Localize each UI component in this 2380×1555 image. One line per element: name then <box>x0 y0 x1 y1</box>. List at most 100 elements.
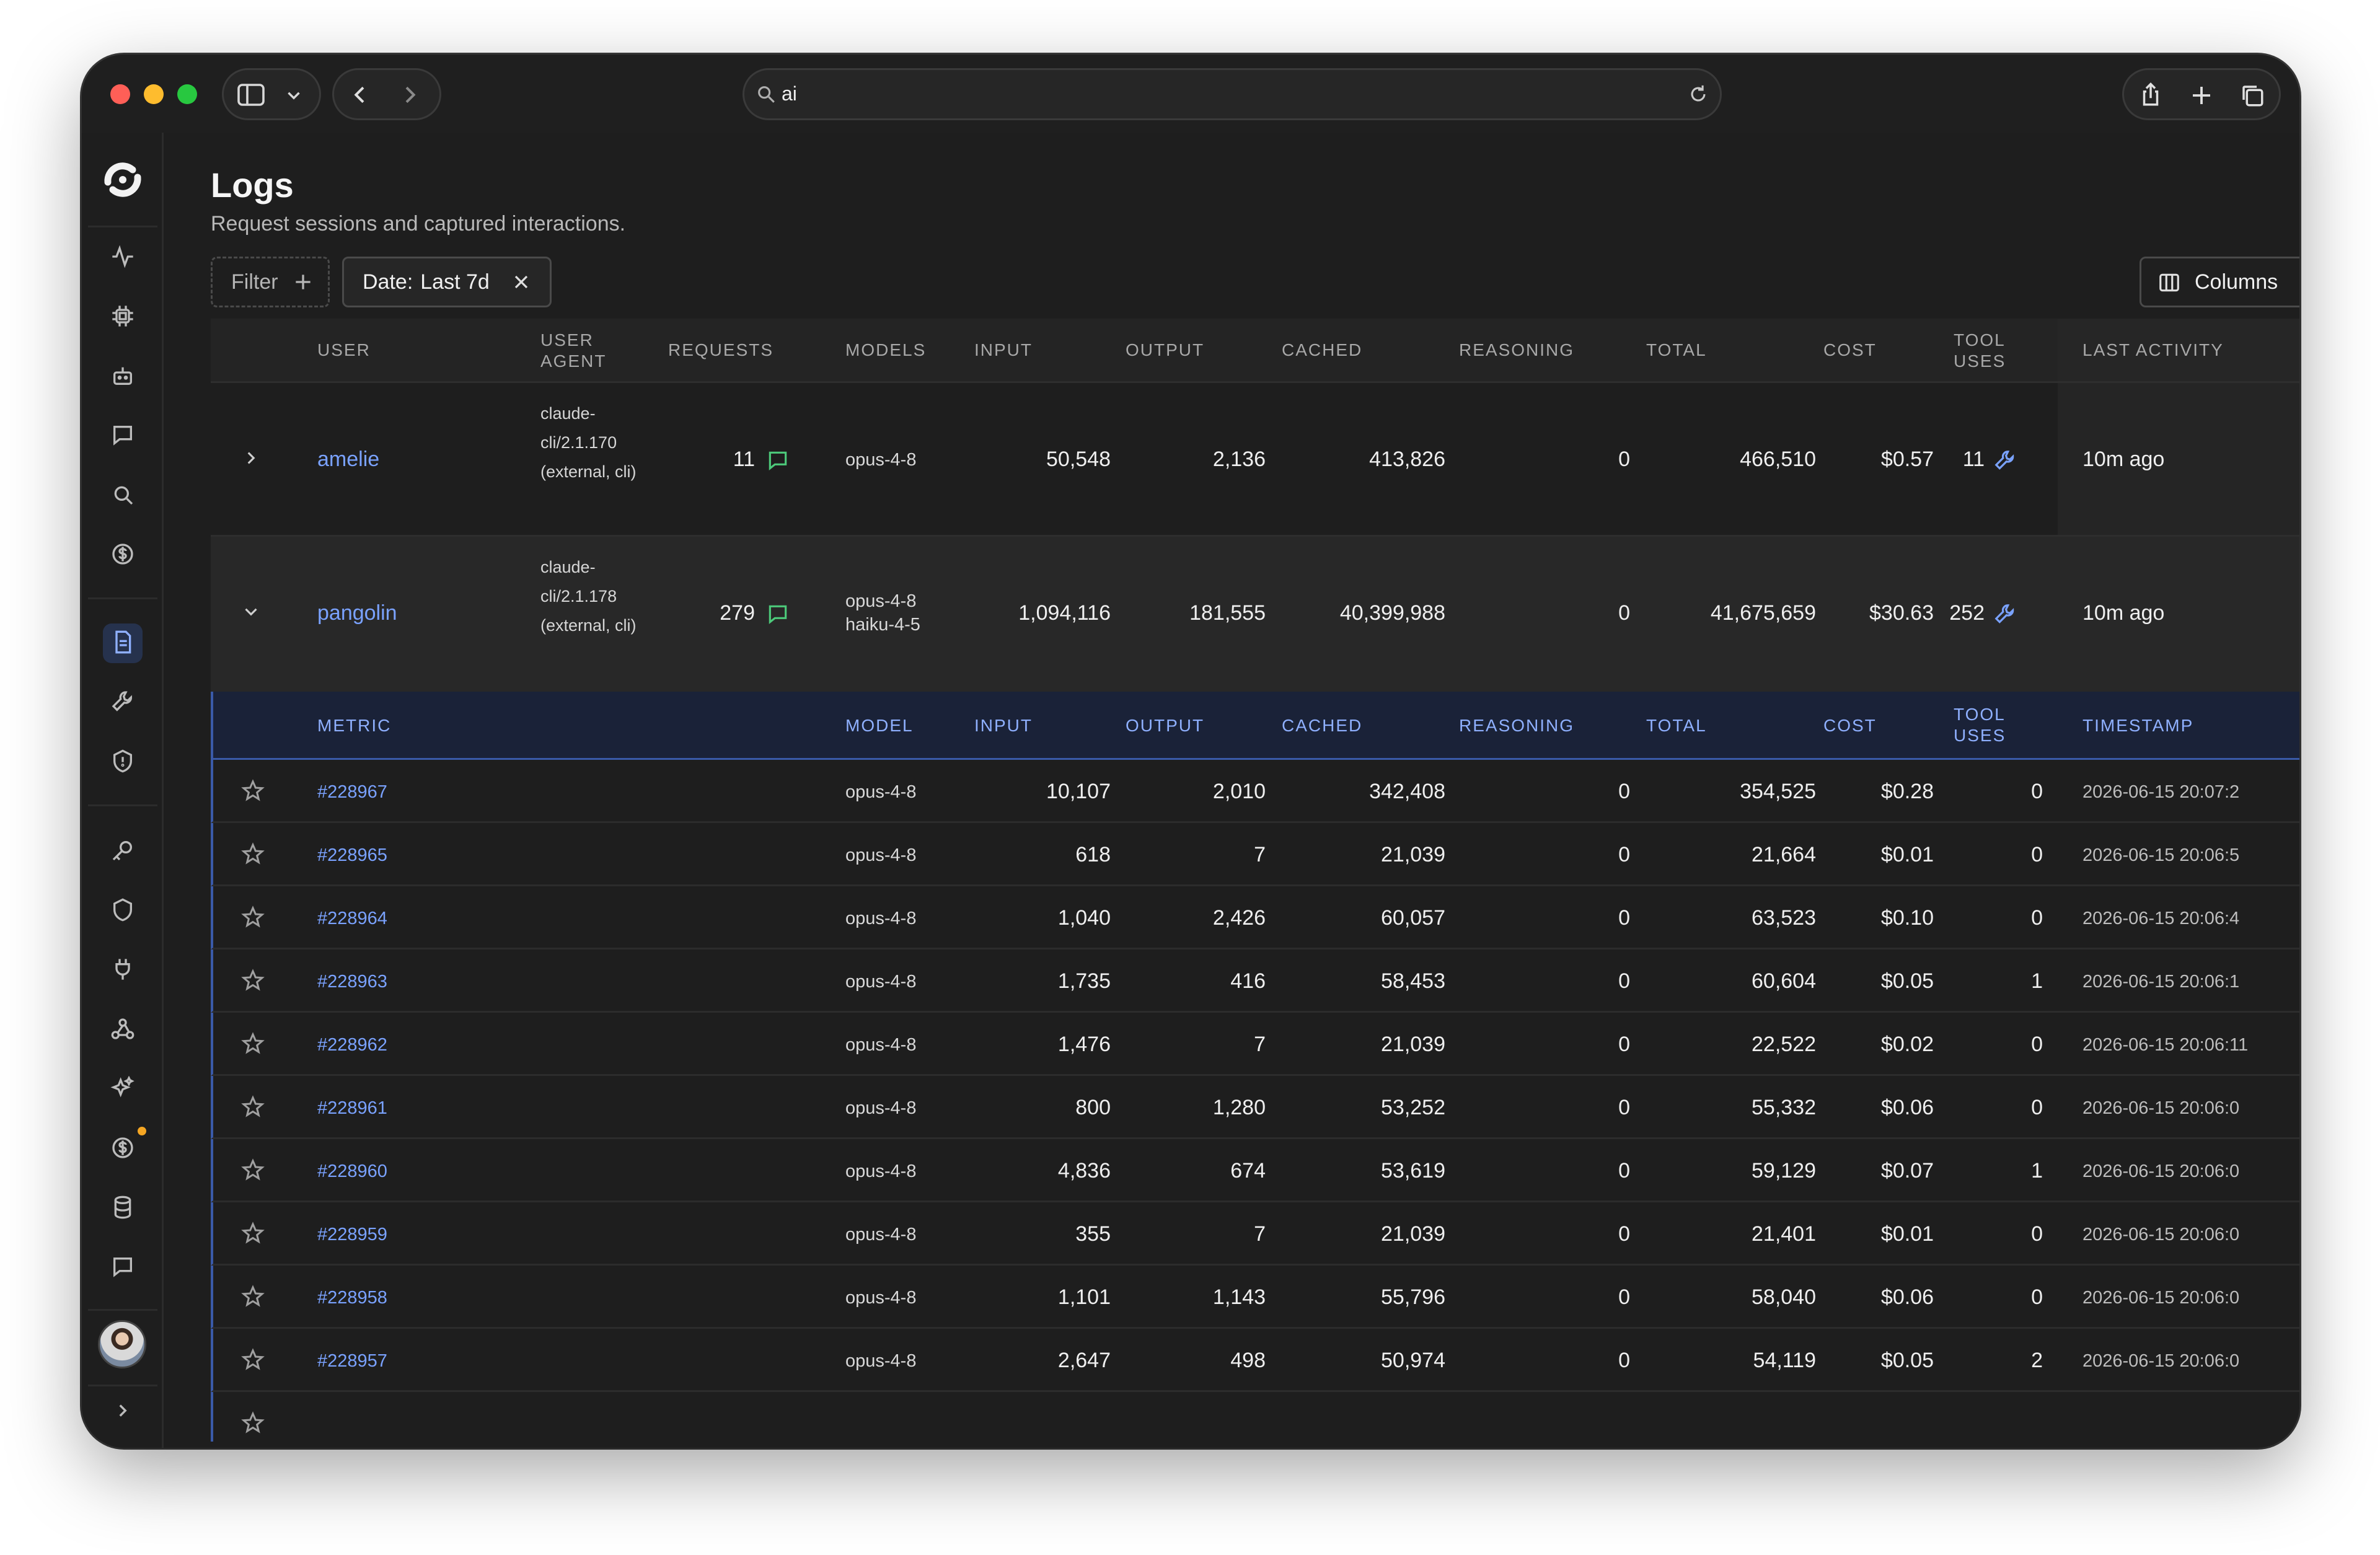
star-icon[interactable] <box>240 968 265 993</box>
filter-button[interactable]: Filter <box>211 257 330 307</box>
subheader-tool-uses-2[interactable]: USES <box>1954 726 2006 745</box>
star-icon[interactable] <box>240 778 265 803</box>
subheader-input[interactable]: INPUT <box>974 716 1033 735</box>
metric-id-link[interactable]: #228965 <box>317 845 387 865</box>
wrench-icon[interactable] <box>1993 449 2017 472</box>
sidebar-item-guardrails[interactable] <box>103 742 143 782</box>
subheader-model[interactable]: MODEL <box>845 716 914 735</box>
subheader-total[interactable]: TOTAL <box>1646 716 1707 735</box>
metric-id-link[interactable]: #228967 <box>317 782 387 802</box>
sidebar-item-search[interactable] <box>103 476 143 516</box>
zoom-window-button[interactable] <box>177 84 197 104</box>
metric-id-link[interactable]: #228959 <box>317 1225 387 1244</box>
message-icon[interactable] <box>766 449 790 472</box>
avatar[interactable] <box>98 1320 146 1368</box>
subheader-output[interactable]: OUTPUT <box>1126 716 1205 735</box>
date-filter-chip[interactable]: Date: Last 7d <box>342 257 552 307</box>
metric-row[interactable]: #228965 opus-4-8 618 7 21,039 0 21,664 $… <box>211 823 2299 886</box>
sidebar-toggle-group[interactable] <box>222 68 321 120</box>
subheader-cost[interactable]: COST <box>1823 716 1877 735</box>
header-total[interactable]: TOTAL <box>1646 340 1707 359</box>
header-cost[interactable]: COST <box>1823 340 1877 359</box>
sidebar-item-security[interactable] <box>103 891 143 931</box>
session-row-pangolin[interactable]: pangolin claude-cli/2.1.178 (external, c… <box>211 537 2299 692</box>
metric-row[interactable]: #228964 opus-4-8 1,040 2,426 60,057 0 63… <box>211 886 2299 949</box>
subheader-cached[interactable]: CACHED <box>1282 716 1363 735</box>
sidebar-item-logs[interactable] <box>103 623 143 663</box>
header-input[interactable]: INPUT <box>974 340 1033 359</box>
session-user-link[interactable]: pangolin <box>317 601 397 625</box>
subheader-tool-uses-1[interactable]: TOOL <box>1954 705 2006 724</box>
header-user-agent-1[interactable]: USER <box>540 330 594 350</box>
session-row-amelie[interactable]: amelie claude-cli/2.1.170 (external, cli… <box>211 383 2299 537</box>
sidebar-item-billing[interactable] <box>103 535 143 575</box>
star-icon[interactable] <box>240 905 265 930</box>
metric-id-link[interactable]: #228960 <box>317 1161 387 1181</box>
metric-row[interactable]: #228962 opus-4-8 1,476 7 21,039 0 22,522… <box>211 1013 2299 1076</box>
header-user-agent-2[interactable]: AGENT <box>540 351 607 371</box>
sidebar-item-keys[interactable] <box>103 832 143 871</box>
star-icon[interactable] <box>240 1031 265 1056</box>
back-icon[interactable] <box>348 82 372 107</box>
metric-row[interactable]: #228959 opus-4-8 355 7 21,039 0 21,401 $… <box>211 1202 2299 1266</box>
sidebar-item-database[interactable] <box>103 1189 143 1228</box>
star-icon[interactable] <box>240 1284 265 1309</box>
metric-id-link[interactable]: #228961 <box>317 1098 387 1118</box>
sidebar-item-webhooks[interactable] <box>103 1010 143 1050</box>
header-cached[interactable]: CACHED <box>1282 340 1363 359</box>
reload-icon[interactable] <box>1688 84 1709 105</box>
metric-row[interactable]: #228958 opus-4-8 1,101 1,143 55,796 0 58… <box>211 1266 2299 1329</box>
new-tab-icon[interactable] <box>2188 82 2215 108</box>
metric-row-partial[interactable] <box>211 1392 2299 1442</box>
sidebar-item-integrations[interactable] <box>103 951 143 990</box>
address-bar[interactable]: ai <box>743 68 1722 120</box>
sidebar-item-usage[interactable] <box>103 1129 143 1169</box>
header-tool-uses-1[interactable]: TOOL <box>1954 330 2006 350</box>
forward-icon[interactable] <box>397 82 422 107</box>
header-models[interactable]: MODELS <box>845 340 927 359</box>
star-icon[interactable] <box>240 1158 265 1183</box>
metric-id-link[interactable]: #228962 <box>317 1035 387 1055</box>
subheader-reasoning[interactable]: REASONING <box>1459 716 1575 735</box>
header-output[interactable]: OUTPUT <box>1126 340 1205 359</box>
sidebar-item-tools[interactable] <box>103 683 143 723</box>
star-icon[interactable] <box>240 1347 265 1372</box>
metric-id-link[interactable]: #228963 <box>317 972 387 992</box>
sidebar-item-activity[interactable] <box>103 238 143 278</box>
subheader-metric[interactable]: METRIC <box>317 716 392 735</box>
metric-row[interactable]: #228961 opus-4-8 800 1,280 53,252 0 55,3… <box>211 1076 2299 1139</box>
metric-row[interactable]: #228957 opus-4-8 2,647 498 50,974 0 54,1… <box>211 1329 2299 1392</box>
sidebar-item-models[interactable] <box>103 297 143 337</box>
tab-overview-icon[interactable] <box>2239 82 2265 108</box>
chevron-right-icon[interactable] <box>240 447 262 469</box>
address-text[interactable]: ai <box>782 82 797 105</box>
metric-row[interactable]: #228963 opus-4-8 1,735 416 58,453 0 60,6… <box>211 949 2299 1013</box>
header-reasoning[interactable]: REASONING <box>1459 340 1575 359</box>
session-user-link[interactable]: amelie <box>317 447 380 471</box>
header-tool-uses-2[interactable]: USES <box>1954 351 2006 371</box>
sidebar-expand-button[interactable] <box>103 1392 143 1432</box>
star-icon[interactable] <box>240 1221 265 1246</box>
header-requests[interactable]: REQUESTS <box>668 340 774 359</box>
star-icon[interactable] <box>240 842 265 866</box>
message-icon[interactable] <box>766 602 790 626</box>
sidebar-item-ai[interactable] <box>103 1070 143 1109</box>
close-icon[interactable] <box>510 271 532 293</box>
sidebar-item-chat[interactable] <box>103 416 143 456</box>
sidebar-item-agents[interactable] <box>103 357 143 397</box>
chevron-down-icon[interactable] <box>283 85 304 106</box>
chevron-down-icon[interactable] <box>240 601 262 622</box>
star-icon[interactable] <box>240 1095 265 1119</box>
close-window-button[interactable] <box>110 84 130 104</box>
metric-row[interactable]: #228967 opus-4-8 10,107 2,010 342,408 0 … <box>211 760 2299 823</box>
sidebar-icon[interactable] <box>236 81 266 108</box>
metric-id-link[interactable]: #228958 <box>317 1288 387 1308</box>
sidebar-item-feedback[interactable] <box>103 1248 143 1288</box>
minimize-window-button[interactable] <box>144 84 164 104</box>
header-user[interactable]: USER <box>317 340 371 359</box>
app-logo-icon[interactable] <box>98 155 148 205</box>
wrench-icon[interactable] <box>1993 602 2017 626</box>
columns-button[interactable]: Columns <box>2140 257 2299 307</box>
star-icon[interactable] <box>240 1411 265 1435</box>
subheader-timestamp[interactable]: TIMESTAMP <box>2082 716 2194 735</box>
